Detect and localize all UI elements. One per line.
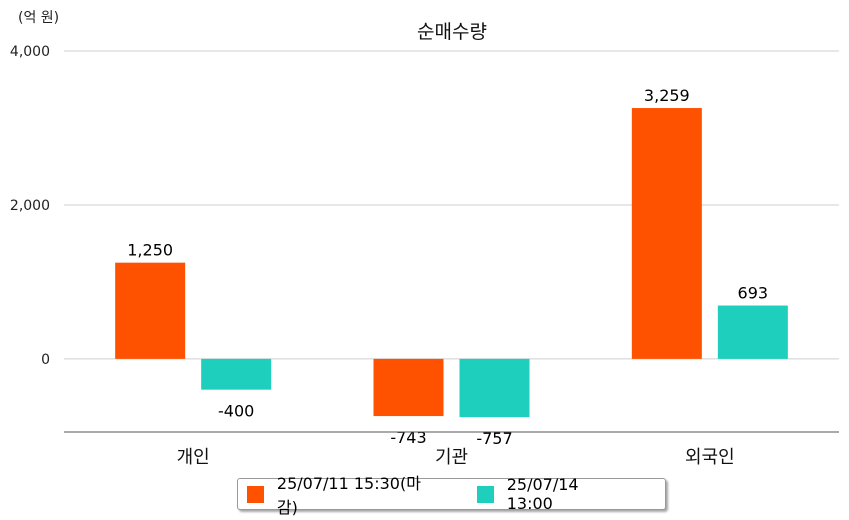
legend-label-series-1: 25/07/11 15:30(마감) <box>276 474 421 517</box>
x-tick-label: 외국인 <box>685 447 735 468</box>
chart-title: 순매수량 <box>417 21 487 43</box>
legend-item-series-2[interactable]: 25/07/14 13:00 <box>476 475 629 513</box>
legend-label-series-2: 25/07/14 13:00 <box>506 475 579 513</box>
data-label: 3,259 <box>644 86 690 105</box>
data-label: 1,250 <box>127 241 173 260</box>
legend-swatch-series-2 <box>476 485 494 503</box>
legend-item-series-1[interactable]: 25/07/11 15:30(마감) <box>247 470 441 518</box>
y-tick-label: 4,000 <box>10 44 50 60</box>
data-label: -400 <box>218 402 254 421</box>
y-tick-label: 0 <box>41 352 50 368</box>
bar <box>459 358 530 418</box>
x-tick-label: 개인 <box>177 447 210 468</box>
x-tick-label: 기관 <box>435 447 468 468</box>
y-tick-label: 2,000 <box>10 198 50 214</box>
data-label: -743 <box>390 428 426 447</box>
bar <box>201 358 272 390</box>
bar <box>115 262 186 359</box>
data-label: 693 <box>738 284 769 303</box>
unit-label: (억 원) <box>18 10 60 26</box>
legend-swatch-series-1 <box>247 485 264 503</box>
legend: 25/07/11 15:30(마감) 25/07/14 13:00 <box>237 474 666 517</box>
data-label: -757 <box>476 429 512 448</box>
bar <box>631 108 702 359</box>
bar <box>717 305 788 359</box>
bar <box>373 358 444 417</box>
